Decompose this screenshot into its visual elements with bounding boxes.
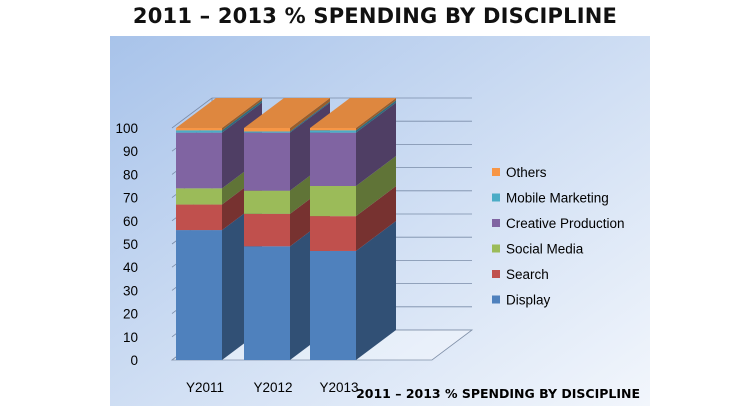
bar-side-face	[356, 102, 396, 186]
bar-side-face	[222, 100, 262, 133]
bar-front-face	[176, 128, 222, 131]
x-tick-label: Y2013	[319, 380, 358, 395]
legend-swatch	[492, 168, 500, 176]
gridline-side	[171, 97, 213, 129]
bar-front-face	[244, 128, 290, 132]
legend-swatch	[492, 244, 500, 253]
legend-item: Creative Production	[492, 216, 625, 231]
bar-front-face	[244, 246, 290, 360]
legend-swatch	[492, 270, 500, 278]
y-tick-label: 50	[123, 237, 138, 252]
y-tick-label: 60	[123, 214, 138, 229]
x-tick-label: Y2012	[253, 380, 292, 395]
stacked-bar-chart: Y2011 Y2012 Y2013 0 10 20 30 40 50 60 70 80 90 100 Ot…	[110, 36, 650, 406]
y-tick-label: 80	[123, 167, 138, 182]
bar-segment-search	[310, 186, 396, 251]
bar-segment-others	[244, 98, 330, 132]
bar-segment-display	[310, 220, 396, 360]
bar-front-face	[310, 132, 356, 186]
bar-front-face	[244, 213, 290, 247]
y-tick-label: 90	[123, 144, 138, 159]
legend-item: Search	[492, 267, 549, 282]
y-tick-label: 10	[123, 330, 138, 345]
bar-segment-others	[176, 98, 262, 131]
bar-front-face	[176, 230, 222, 360]
legend-item: Mobile Marketing	[492, 191, 609, 206]
bar-segment-mobile-marketing	[244, 101, 330, 133]
footer-title: 2011 – 2013 % SPENDING BY DISCIPLINE	[356, 386, 640, 401]
chart-title: 2011 – 2013 % SPENDING BY DISCIPLINE	[132, 4, 618, 28]
bar-top-face	[310, 98, 396, 128]
bar-front-face	[176, 132, 222, 189]
bar-segment-mobile-marketing	[310, 100, 396, 133]
legend-label: Display	[506, 293, 551, 308]
bar-side-face	[356, 220, 396, 360]
y-tick-label: 30	[123, 283, 138, 298]
y-tick-label: 20	[123, 307, 138, 322]
bar-top-face	[244, 98, 330, 128]
y-tick-label: 100	[115, 121, 138, 136]
y-tick-label: 40	[123, 260, 138, 275]
bar-front-face	[310, 216, 356, 251]
bar-side-face	[356, 100, 396, 133]
bar-segment-creative-production	[310, 102, 396, 186]
bar-front-face	[176, 188, 222, 205]
bar-top-face	[176, 98, 262, 128]
legend-item: Others	[492, 165, 547, 180]
legend-item: Social Media	[492, 242, 584, 257]
bar-side-face	[356, 156, 396, 217]
chart-area: Y2011 Y2012 Y2013 0 10 20 30 40 50 60 70 80 90 100 Ot…	[110, 36, 650, 406]
legend-label: Others	[506, 165, 547, 180]
bar-front-face	[244, 131, 290, 133]
legend-swatch	[492, 219, 500, 227]
bar-side-face	[290, 101, 330, 133]
bar-segment-mobile-marketing	[176, 100, 262, 133]
bar-front-face	[310, 130, 356, 133]
legend-label: Mobile Marketing	[506, 191, 609, 206]
bar-front-face	[244, 132, 290, 191]
bar-front-face	[310, 250, 356, 360]
bar-side-face	[356, 98, 396, 131]
legend-label: Creative Production	[506, 216, 625, 231]
x-tick-label: Y2011	[186, 380, 224, 395]
bar-segment-others	[310, 98, 396, 131]
legend-swatch	[492, 295, 500, 304]
y-tick-label: 0	[130, 353, 138, 368]
legend-swatch	[492, 193, 500, 202]
legend-item: Display	[492, 293, 551, 308]
bar-side-face	[356, 186, 396, 251]
bar-front-face	[310, 128, 356, 131]
bar-front-face	[176, 204, 222, 231]
bar-side-face	[222, 98, 262, 131]
legend-label: Search	[506, 267, 549, 282]
bar-segment-social-media	[310, 156, 396, 217]
bar-front-face	[176, 130, 222, 133]
y-tick-label: 70	[123, 191, 138, 206]
bar-side-face	[290, 98, 330, 132]
legend-label: Social Media	[506, 242, 584, 257]
bar-front-face	[244, 190, 290, 214]
bar-front-face	[310, 186, 356, 217]
